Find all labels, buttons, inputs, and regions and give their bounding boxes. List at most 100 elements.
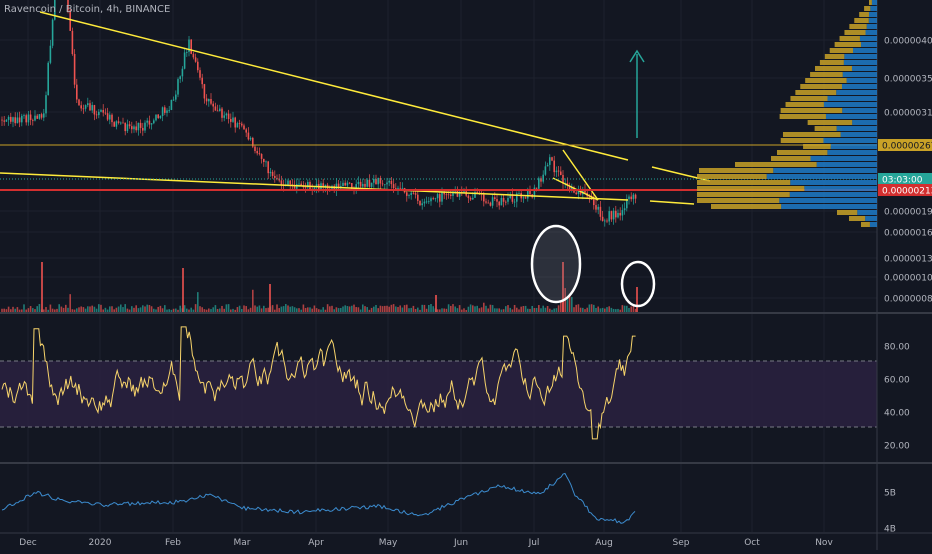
volume-bar (392, 304, 395, 312)
candle (555, 166, 558, 178)
volume-bar (480, 307, 483, 312)
candle (324, 184, 327, 193)
volume-bar (135, 305, 137, 312)
volume-profile-bar-gold (697, 192, 790, 197)
rsi-line (1, 326, 636, 440)
volume-bar (188, 309, 190, 312)
candle-body (304, 187, 307, 189)
candle-body (36, 115, 38, 119)
volume-profile-bar-blue (790, 180, 877, 185)
candle (188, 36, 190, 57)
candle-body (584, 189, 586, 193)
volume-bar (89, 306, 91, 312)
volume-bar (623, 305, 626, 312)
volume-bar (155, 309, 157, 312)
volume-bar (412, 305, 415, 312)
candle-body (392, 184, 395, 189)
volume-profile-bar-blue (840, 132, 877, 137)
candle-body (265, 161, 267, 163)
volume-bar (1, 308, 3, 312)
volume-bar (353, 304, 355, 312)
candle (5, 118, 8, 122)
candle-body (542, 174, 544, 182)
candle-body (469, 198, 472, 200)
candle-body (289, 180, 291, 185)
candle-body (425, 201, 428, 203)
candle-body (91, 105, 93, 111)
volume-bar (175, 308, 177, 312)
candle (113, 121, 115, 127)
volume-bar (236, 307, 239, 312)
candle-body (626, 199, 628, 209)
volume-bar (36, 306, 38, 312)
candle (106, 107, 109, 122)
volume-profile-bar-gold (849, 216, 866, 221)
volume-bar (573, 307, 575, 312)
volume-bar (29, 306, 32, 312)
candle-body (254, 146, 256, 152)
candle (599, 201, 602, 221)
candle-body (102, 110, 104, 113)
volume-bar (241, 309, 243, 312)
volume-bar (25, 309, 27, 312)
volume-bar (318, 309, 320, 312)
candle (436, 193, 439, 203)
volume-bar (78, 307, 80, 312)
volume-bar (373, 306, 375, 312)
volume-profile-bar-blue (852, 120, 877, 125)
volume-bar (518, 309, 520, 312)
candle-body (71, 30, 74, 55)
volume-bar (45, 307, 47, 312)
candle-body (100, 110, 102, 112)
volume-profile-bar-blue (865, 216, 877, 221)
candle (122, 117, 124, 124)
candle (467, 194, 470, 203)
candle-body (588, 196, 591, 198)
candle-body (491, 197, 494, 206)
volume-bar (608, 306, 610, 312)
candle-body (571, 187, 573, 190)
candle-body (485, 201, 487, 203)
candle-body (280, 180, 283, 186)
candle-body (243, 125, 245, 130)
volume-bar (579, 307, 582, 312)
candle (45, 91, 47, 118)
candle (278, 174, 280, 183)
candle-body (122, 122, 124, 124)
candle-body (630, 196, 632, 200)
time-tick-label: Sep (673, 538, 690, 548)
candle-body (144, 122, 146, 131)
volume-bar (21, 309, 23, 312)
candle (630, 192, 632, 202)
candle-body (362, 183, 364, 187)
candle (201, 73, 203, 89)
candle (410, 189, 412, 200)
volume-profile-bar-gold (771, 156, 811, 161)
candle (439, 191, 441, 208)
candle (144, 120, 146, 133)
volume-profile-bar-gold (711, 204, 782, 209)
volume-bar (274, 309, 276, 312)
candle-body (628, 196, 630, 200)
candle (21, 113, 23, 127)
volume-bar (194, 304, 197, 312)
candle-body (535, 187, 538, 189)
candle (126, 119, 129, 133)
candle (425, 196, 428, 204)
candle (619, 207, 621, 221)
candle-body (562, 174, 564, 184)
volume-bar (18, 309, 21, 312)
candle (23, 113, 25, 119)
candle-body (414, 193, 417, 195)
volume-profile-bar-gold (814, 126, 837, 131)
volume-bar (375, 304, 377, 312)
volume-profile-bar-gold (849, 24, 867, 29)
volume-bar (150, 306, 153, 312)
volume-bar (397, 307, 399, 312)
candle-body (555, 170, 558, 173)
candle-body (256, 151, 258, 154)
volume-bar (509, 307, 511, 312)
candle (491, 193, 494, 209)
